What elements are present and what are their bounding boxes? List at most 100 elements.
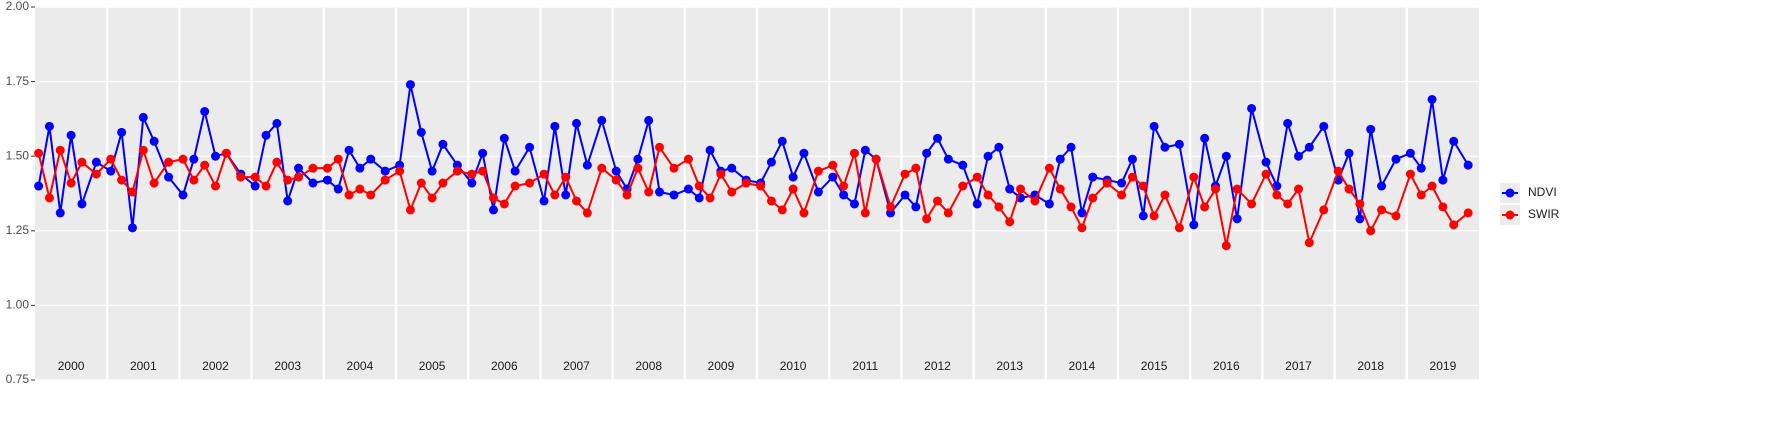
- data-point: [106, 166, 116, 176]
- data-point: [622, 190, 632, 200]
- data-point: [788, 184, 798, 194]
- data-point: [633, 163, 643, 173]
- data-point: [1127, 172, 1137, 182]
- data-point: [427, 166, 437, 176]
- data-point: [395, 166, 405, 176]
- data-point: [777, 205, 787, 215]
- data-point: [1272, 181, 1282, 191]
- data-point: [149, 178, 159, 188]
- data-point: [788, 172, 798, 182]
- data-point: [405, 80, 415, 90]
- data-point: [344, 190, 354, 200]
- data-point: [1044, 163, 1054, 173]
- data-point: [1102, 178, 1112, 188]
- data-point: [1127, 154, 1137, 164]
- data-point: [117, 175, 127, 185]
- data-point: [44, 121, 54, 131]
- data-point: [911, 163, 921, 173]
- data-point: [178, 154, 188, 164]
- data-point: [1405, 169, 1415, 179]
- data-point: [777, 136, 787, 146]
- data-point: [550, 121, 560, 131]
- data-point: [405, 205, 415, 215]
- data-point: [1355, 199, 1365, 209]
- data-point: [1149, 121, 1159, 131]
- data-point: [900, 169, 910, 179]
- year-label: 2008: [635, 359, 662, 373]
- data-point: [582, 208, 592, 218]
- data-point: [1344, 148, 1354, 158]
- data-point: [416, 127, 426, 137]
- data-point: [467, 178, 477, 188]
- data-point: [669, 190, 679, 200]
- data-point: [1088, 172, 1098, 182]
- data-point: [561, 190, 571, 200]
- year-label: 2011: [852, 359, 878, 373]
- data-point: [727, 163, 737, 173]
- data-point: [452, 166, 462, 176]
- data-point: [644, 115, 654, 125]
- data-point: [1174, 223, 1184, 233]
- data-point: [655, 142, 665, 152]
- data-point: [1294, 184, 1303, 194]
- data-point: [886, 202, 896, 212]
- data-point: [933, 196, 942, 206]
- data-point: [582, 160, 592, 170]
- data-point: [1405, 148, 1415, 158]
- year-label: 2010: [780, 359, 807, 373]
- data-point: [77, 157, 87, 167]
- data-point: [572, 196, 581, 206]
- data-point: [211, 181, 220, 191]
- data-point: [525, 142, 535, 152]
- year-label: 2014: [1069, 359, 1096, 373]
- data-point: [164, 172, 174, 182]
- y-tick-label: 1.00: [6, 298, 30, 312]
- data-point: [1427, 95, 1437, 105]
- data-point: [499, 199, 509, 209]
- data-point: [250, 172, 260, 182]
- data-point: [1319, 121, 1329, 131]
- data-point: [34, 148, 44, 158]
- data-point: [1077, 208, 1087, 218]
- year-label: 2005: [419, 359, 446, 373]
- data-point: [322, 163, 332, 173]
- y-tick-label: 1.50: [6, 148, 30, 162]
- data-point: [922, 214, 932, 224]
- data-point: [983, 151, 993, 161]
- data-point: [597, 115, 607, 125]
- data-point: [200, 160, 210, 170]
- data-point: [91, 157, 101, 167]
- data-point: [178, 190, 188, 200]
- data-point: [1160, 142, 1170, 152]
- data-point: [561, 172, 571, 182]
- data-point: [1221, 241, 1231, 251]
- data-point: [799, 148, 809, 158]
- data-point: [1189, 172, 1199, 182]
- year-label: 2002: [202, 359, 229, 373]
- data-point: [1304, 238, 1314, 248]
- data-point: [766, 196, 776, 206]
- year-label: 2019: [1430, 359, 1457, 373]
- data-point: [1138, 181, 1148, 191]
- data-point: [272, 157, 282, 167]
- data-point: [189, 154, 199, 164]
- data-point: [1294, 151, 1303, 161]
- data-point: [644, 187, 654, 197]
- data-point: [1200, 133, 1210, 143]
- data-point: [1438, 202, 1448, 212]
- data-point: [572, 118, 581, 128]
- data-point: [694, 181, 704, 191]
- data-point: [1077, 223, 1087, 233]
- data-point: [900, 190, 910, 200]
- data-point: [958, 181, 968, 191]
- data-point: [539, 169, 549, 179]
- year-label: 2015: [1141, 359, 1168, 373]
- year-label: 2012: [924, 359, 951, 373]
- data-point: [55, 145, 65, 155]
- data-point: [283, 196, 293, 206]
- data-point: [1030, 196, 1040, 206]
- data-point: [149, 136, 159, 146]
- data-point: [1261, 157, 1271, 167]
- data-point: [1304, 142, 1314, 152]
- data-point: [958, 160, 968, 170]
